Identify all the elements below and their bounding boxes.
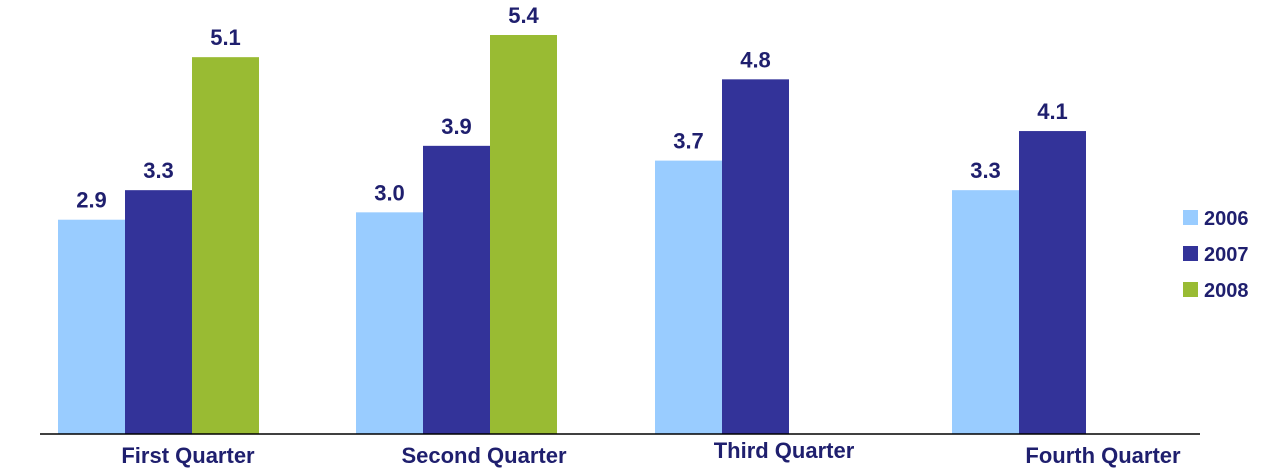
category-labels-layer: First Quarter Second Quarter Third Quarter… xyxy=(121,438,1181,468)
legend-label: 2008 xyxy=(1204,280,1249,302)
value-label: 3.0 xyxy=(374,180,405,205)
legend-label: 2007 xyxy=(1204,244,1249,266)
legend-swatch-2008 xyxy=(1183,282,1198,297)
value-label: 5.1 xyxy=(210,25,241,50)
bar-2007-1 xyxy=(423,145,490,435)
bars-layer xyxy=(58,35,1086,435)
bar-2006-0 xyxy=(58,219,125,434)
bar-2008-1 xyxy=(490,35,557,434)
category-label: First Quarter xyxy=(121,443,255,468)
bar-2006-1 xyxy=(356,212,423,434)
legend: 2006 2007 2008 xyxy=(1183,208,1249,302)
bar-2006-2 xyxy=(655,160,722,434)
value-label: 3.3 xyxy=(970,158,1001,183)
value-label: 5.4 xyxy=(508,3,539,28)
category-label: Second Quarter xyxy=(401,443,566,468)
value-label: 4.1 xyxy=(1037,99,1068,124)
bar-2007-3 xyxy=(1019,131,1086,435)
bar-2006-3 xyxy=(952,190,1019,434)
value-label: 2.9 xyxy=(76,188,107,213)
legend-label: 2006 xyxy=(1204,208,1249,230)
value-labels-layer: 2.9 3.3 5.1 3.0 3.9 5.4 3.7 4.8 3.3 4.1 xyxy=(76,3,1068,213)
category-label: Third Quarter xyxy=(714,438,855,463)
value-label: 3.3 xyxy=(143,158,174,183)
legend-swatch-2007 xyxy=(1183,246,1198,261)
value-label: 3.9 xyxy=(441,114,472,139)
bar-2007-2 xyxy=(722,79,789,434)
value-label: 4.8 xyxy=(740,47,771,72)
bar-2007-0 xyxy=(125,190,192,434)
bar-2008-0 xyxy=(192,57,259,435)
value-label: 3.7 xyxy=(673,129,704,154)
category-label: Fourth Quarter xyxy=(1025,443,1181,468)
legend-swatch-2006 xyxy=(1183,210,1198,225)
